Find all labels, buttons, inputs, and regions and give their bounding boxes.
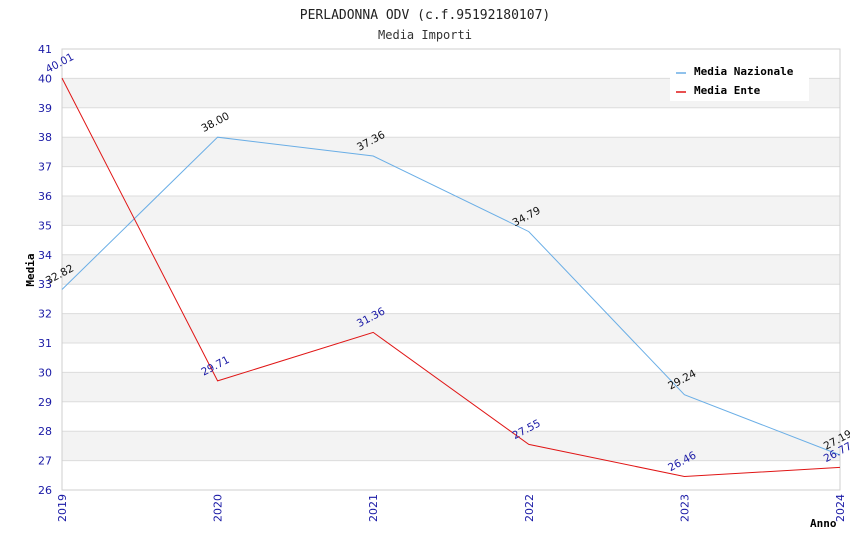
x-tick-label: 2023 xyxy=(678,494,691,522)
y-tick-label: 41 xyxy=(38,43,52,56)
y-tick-label: 36 xyxy=(38,190,52,203)
legend-label-media-ente: Media Ente xyxy=(694,84,761,97)
grid-band xyxy=(62,313,840,343)
y-tick-label: 33 xyxy=(38,278,52,291)
x-tick-label: 2022 xyxy=(523,494,536,522)
grid-band xyxy=(62,137,840,167)
x-tick-label: 2024 xyxy=(834,494,847,522)
x-tick-label: 2020 xyxy=(212,494,225,522)
y-tick-label: 34 xyxy=(38,249,52,262)
series-line-media-ente xyxy=(61,77,841,478)
y-tick-label: 35 xyxy=(38,219,52,232)
x-axis-label: Anno xyxy=(810,517,837,530)
y-tick-label: 29 xyxy=(38,396,52,409)
y-tick-label: 38 xyxy=(38,131,52,144)
grid-band xyxy=(62,372,840,402)
grid-bands xyxy=(62,78,840,461)
chart-subtitle: Media Importi xyxy=(378,28,472,42)
x-axis-ticks: 2019 2020 2021 2022 2023 2024 xyxy=(56,494,847,522)
grid-band xyxy=(62,196,840,226)
plot-border xyxy=(61,48,841,491)
legend-label-media-nazionale: Media Nazionale xyxy=(694,65,794,78)
legend-box xyxy=(670,61,809,101)
y-tick-label: 28 xyxy=(38,425,52,438)
x-tick-label: 2019 xyxy=(56,494,69,522)
grid-lines xyxy=(62,48,840,491)
y-tick-label: 30 xyxy=(38,366,52,379)
y-tick-label: 27 xyxy=(38,455,52,468)
chart-title: PERLADONNA ODV (c.f.95192180107) xyxy=(300,8,550,23)
y-tick-label: 37 xyxy=(38,161,52,174)
grid-band xyxy=(62,431,840,461)
y-axis-label: Media xyxy=(24,253,37,286)
data-label: 38.00 xyxy=(199,110,231,135)
x-tick-label: 2021 xyxy=(367,494,380,522)
series-line-media-nazionale xyxy=(61,136,841,456)
y-tick-label: 40 xyxy=(38,72,52,85)
legend: Media Nazionale Media Ente xyxy=(670,61,809,101)
y-tick-label: 26 xyxy=(38,484,52,497)
plot-frame xyxy=(61,48,841,491)
series-lines xyxy=(61,77,841,478)
y-axis-ticks: 26 27 28 29 30 31 32 33 34 35 36 37 38 39 40 41 xyxy=(38,43,52,497)
grid-band xyxy=(62,254,840,285)
y-tick-label: 31 xyxy=(38,337,52,350)
y-tick-label: 32 xyxy=(38,308,52,321)
y-tick-label: 39 xyxy=(38,102,52,115)
